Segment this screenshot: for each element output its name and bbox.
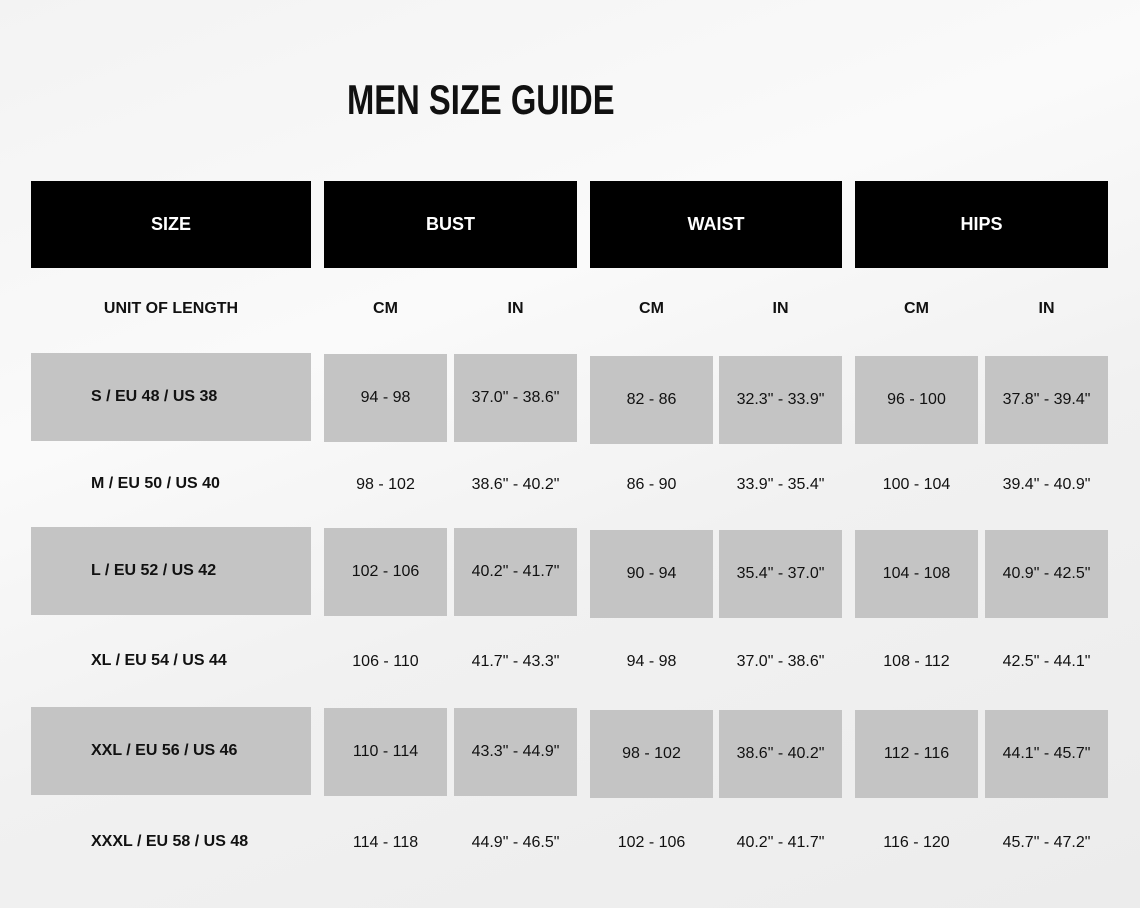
measurement-cell: 39.4" - 40.9" — [1002, 476, 1091, 493]
measurement-cell: 44.9" - 46.5" — [471, 834, 560, 851]
measurement-cell: 116 - 120 — [883, 834, 950, 851]
measurement-cell: 40.2" - 41.7" — [736, 834, 825, 851]
unit-label: IN — [507, 300, 524, 317]
measurement-cell: 33.9" - 35.4" — [736, 476, 825, 493]
unit-label: CM — [904, 300, 929, 317]
header-bust: BUST — [324, 181, 577, 268]
measurement-cell: 38.6" - 40.2" — [719, 710, 842, 798]
measurement-cell: 37.8" - 39.4" — [985, 356, 1108, 444]
measurement-cell: 108 - 112 — [883, 653, 950, 670]
measurement-cell: 35.4" - 37.0" — [719, 530, 842, 618]
header-waist: WAIST — [590, 181, 842, 268]
measurement-cell: 102 - 106 — [324, 528, 447, 616]
measurement-cell: 114 - 118 — [352, 834, 419, 851]
unit-label: CM — [373, 300, 398, 317]
unit-label: CM — [639, 300, 664, 317]
unit-of-length-label: UNIT OF LENGTH — [103, 300, 239, 317]
measurement-cell: 100 - 104 — [882, 476, 951, 493]
measurement-cell: 94 - 98 — [626, 653, 677, 670]
unit-label: IN — [1038, 300, 1055, 317]
measurement-cell: 110 - 114 — [324, 708, 447, 796]
measurement-cell: 98 - 102 — [590, 710, 713, 798]
measurement-cell: 94 - 98 — [324, 354, 447, 442]
measurement-cell: 102 - 106 — [617, 834, 686, 851]
measurement-cell: 43.3" - 44.9" — [454, 708, 577, 796]
page-title: MEN SIZE GUIDE — [347, 76, 615, 123]
measurement-cell: 104 - 108 — [855, 530, 978, 618]
measurement-cell: 112 - 116 — [855, 710, 978, 798]
header-hips: HIPS — [855, 181, 1108, 268]
measurement-cell: 40.9" - 42.5" — [985, 530, 1108, 618]
size-label: XXXL / EU 58 / US 48 — [91, 833, 249, 850]
measurement-cell: 37.0" - 38.6" — [454, 354, 577, 442]
measurement-cell: 42.5" - 44.1" — [1002, 653, 1091, 670]
measurement-cell: 86 - 90 — [626, 476, 677, 493]
measurement-cell: 98 - 102 — [356, 476, 415, 493]
measurement-cell: 45.7" - 47.2" — [1002, 834, 1091, 851]
size-label: XL / EU 54 / US 44 — [91, 652, 227, 669]
measurement-cell: 41.7" - 43.3" — [471, 653, 560, 670]
unit-label: IN — [772, 300, 789, 317]
header-size: SIZE — [31, 181, 311, 268]
measurement-cell: 90 - 94 — [590, 530, 713, 618]
measurement-cell: 37.0" - 38.6" — [736, 653, 825, 670]
size-label: M / EU 50 / US 40 — [91, 475, 220, 492]
measurement-cell: 106 - 110 — [352, 653, 419, 670]
size-label: XXL / EU 56 / US 46 — [31, 707, 311, 795]
measurement-cell: 40.2" - 41.7" — [454, 528, 577, 616]
measurement-cell: 44.1" - 45.7" — [985, 710, 1108, 798]
measurement-cell: 32.3" - 33.9" — [719, 356, 842, 444]
measurement-cell: 38.6" - 40.2" — [471, 476, 560, 493]
measurement-cell: 82 - 86 — [590, 356, 713, 444]
size-label: L / EU 52 / US 42 — [31, 527, 311, 615]
measurement-cell: 96 - 100 — [855, 356, 978, 444]
size-label: S / EU 48 / US 38 — [31, 353, 311, 441]
